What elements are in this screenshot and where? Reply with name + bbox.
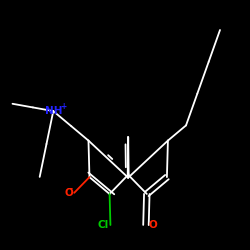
Text: +: + xyxy=(60,102,66,111)
Text: O: O xyxy=(64,188,73,198)
Text: NH: NH xyxy=(44,106,62,116)
Text: O: O xyxy=(148,220,157,230)
Text: Cl: Cl xyxy=(97,220,108,230)
Text: −: − xyxy=(66,184,73,193)
